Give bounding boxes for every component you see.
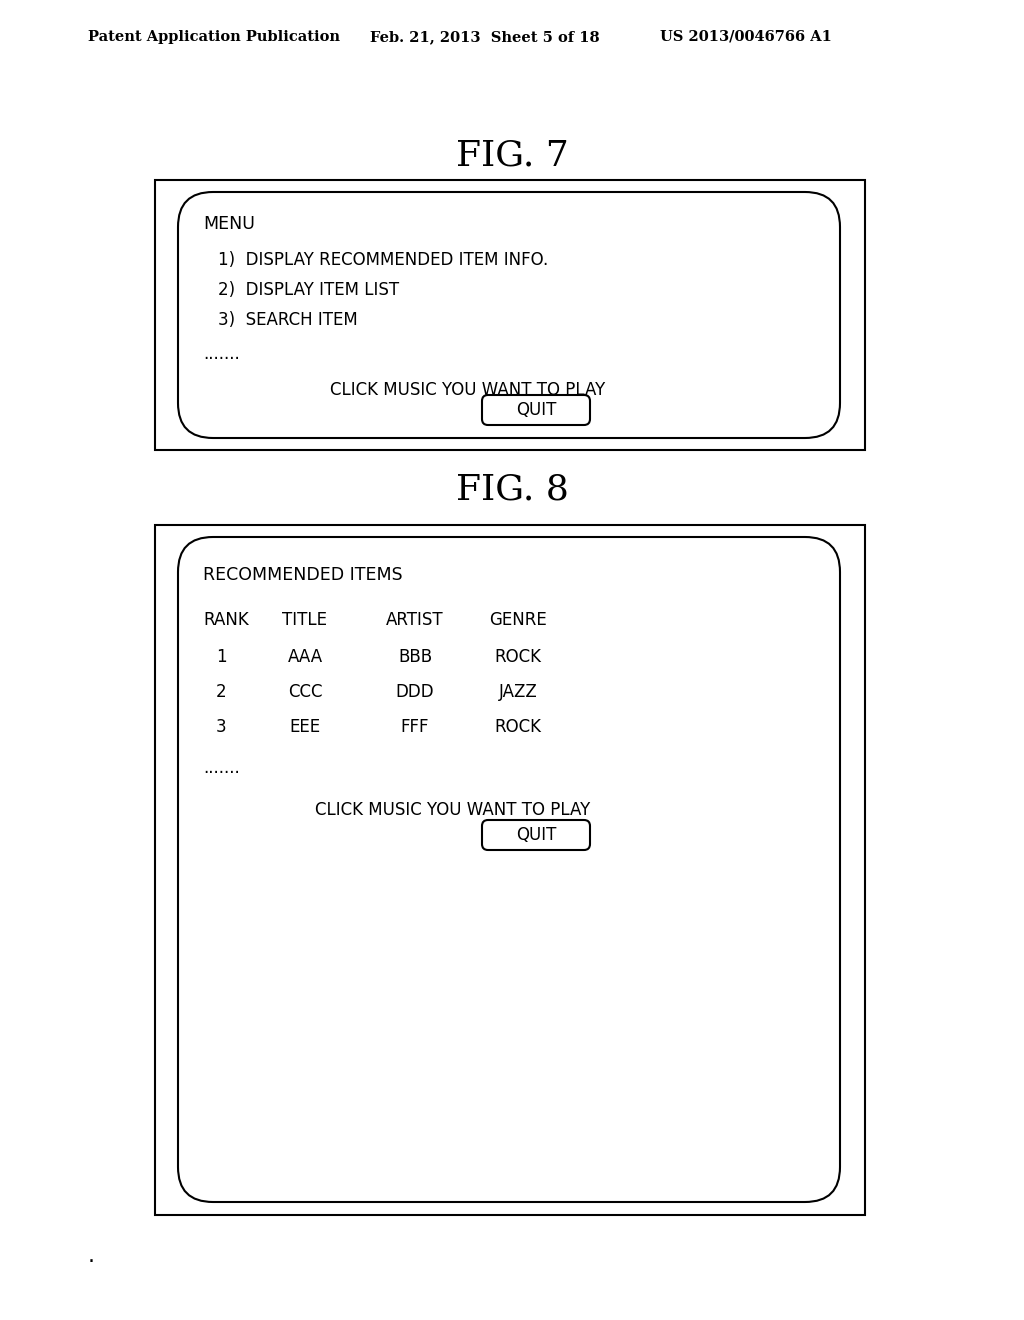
Text: ·: · <box>88 1251 95 1272</box>
Text: RANK: RANK <box>203 611 249 630</box>
FancyBboxPatch shape <box>482 820 590 850</box>
Text: 3)  SEARCH ITEM: 3) SEARCH ITEM <box>218 312 357 329</box>
Text: MENU: MENU <box>203 215 255 234</box>
Text: 1: 1 <box>216 648 226 667</box>
Text: FFF: FFF <box>400 718 429 737</box>
Text: DDD: DDD <box>395 682 434 701</box>
Text: EEE: EEE <box>290 718 321 737</box>
Text: US 2013/0046766 A1: US 2013/0046766 A1 <box>660 30 831 44</box>
Text: Feb. 21, 2013  Sheet 5 of 18: Feb. 21, 2013 Sheet 5 of 18 <box>370 30 600 44</box>
FancyBboxPatch shape <box>155 525 865 1214</box>
Text: 3: 3 <box>216 718 226 737</box>
Text: ROCK: ROCK <box>495 718 542 737</box>
Text: BBB: BBB <box>398 648 432 667</box>
Text: 2: 2 <box>216 682 226 701</box>
FancyBboxPatch shape <box>155 180 865 450</box>
Text: 2)  DISPLAY ITEM LIST: 2) DISPLAY ITEM LIST <box>218 281 399 300</box>
Text: AAA: AAA <box>288 648 323 667</box>
Text: CCC: CCC <box>288 682 323 701</box>
Text: ARTIST: ARTIST <box>386 611 443 630</box>
Text: CLICK MUSIC YOU WANT TO PLAY: CLICK MUSIC YOU WANT TO PLAY <box>315 801 590 818</box>
Text: GENRE: GENRE <box>489 611 547 630</box>
FancyBboxPatch shape <box>482 395 590 425</box>
Text: Patent Application Publication: Patent Application Publication <box>88 30 340 44</box>
Text: FIG. 7: FIG. 7 <box>456 139 568 172</box>
FancyBboxPatch shape <box>178 537 840 1203</box>
Text: ROCK: ROCK <box>495 648 542 667</box>
Text: QUIT: QUIT <box>516 826 556 843</box>
Text: CLICK MUSIC YOU WANT TO PLAY: CLICK MUSIC YOU WANT TO PLAY <box>330 381 605 399</box>
Text: JAZZ: JAZZ <box>499 682 538 701</box>
FancyBboxPatch shape <box>178 191 840 438</box>
Text: .......: ....... <box>203 759 240 777</box>
Text: FIG. 8: FIG. 8 <box>456 473 568 507</box>
Text: TITLE: TITLE <box>283 611 328 630</box>
Text: QUIT: QUIT <box>516 401 556 418</box>
Text: .......: ....... <box>203 345 240 363</box>
Text: 1)  DISPLAY RECOMMENDED ITEM INFO.: 1) DISPLAY RECOMMENDED ITEM INFO. <box>218 251 548 269</box>
Text: RECOMMENDED ITEMS: RECOMMENDED ITEMS <box>203 566 402 583</box>
